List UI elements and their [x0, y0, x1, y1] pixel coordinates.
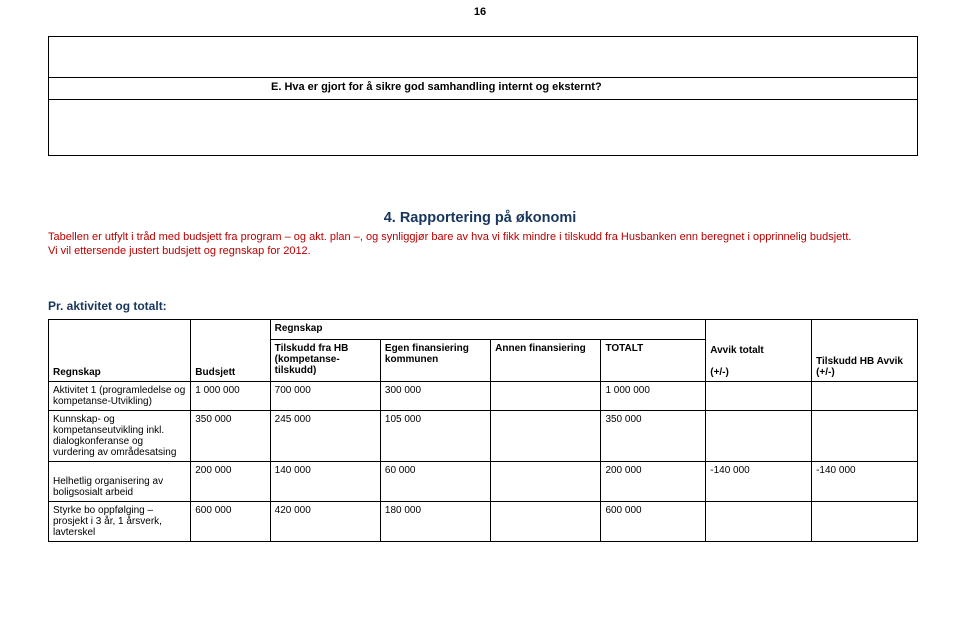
regnskap-table: Regnskap Budsjett Regnskap Avvik totalt … [48, 319, 918, 542]
row-cell [812, 411, 918, 462]
row-cell: 200 000 [601, 462, 706, 502]
col-group-regnskap: Regnskap [270, 320, 706, 340]
question-e-row: E. Hva er gjort for å sikre god samhandl… [48, 78, 918, 100]
row-cell: 700 000 [270, 382, 380, 411]
row-cell [706, 382, 812, 411]
row-label: Helhetlig organisering av boligsosialt a… [49, 462, 191, 502]
row-label: Aktivitet 1 (programledelse og kompetans… [49, 382, 191, 411]
row-cell: 140 000 [270, 462, 380, 502]
col-regnskap-label: Regnskap [49, 320, 191, 382]
regnskap-table-wrap: Regnskap Budsjett Regnskap Avvik totalt … [48, 319, 918, 542]
row-cell: 1 000 000 [191, 382, 270, 411]
row-cell: 60 000 [380, 462, 490, 502]
row-cell: 180 000 [380, 502, 490, 542]
row-cell [491, 462, 601, 502]
row-cell [706, 502, 812, 542]
empty-box-bottom [48, 100, 918, 156]
row-cell: 105 000 [380, 411, 490, 462]
row-cell: -140 000 [706, 462, 812, 502]
page-number: 16 [0, 6, 960, 18]
document-page: 16 E. Hva er gjort for å sikre god samha… [0, 0, 960, 638]
row-cell: 600 000 [601, 502, 706, 542]
col-budsjett: Budsjett [191, 320, 270, 382]
empty-box-top [48, 36, 918, 78]
section-4-intro: Tabellen er utfylt i tråd med budsjett f… [48, 230, 918, 259]
table-row: Styrke bo oppfølging – prosjekt i 3 år, … [49, 502, 918, 542]
row-cell: 420 000 [270, 502, 380, 542]
col-totalt: TOTALT [601, 340, 706, 382]
row-cell [706, 411, 812, 462]
row-cell [812, 382, 918, 411]
col-avvik-totalt: Avvik totalt (+/-) [706, 320, 812, 382]
row-label: Kunnskap- og kompetanseutvikling inkl. d… [49, 411, 191, 462]
table-body: Aktivitet 1 (programledelse og kompetans… [49, 382, 918, 542]
row-cell [491, 502, 601, 542]
row-cell [491, 411, 601, 462]
col-annen: Annen finansiering [491, 340, 601, 382]
question-box-group: E. Hva er gjort for å sikre god samhandl… [48, 36, 918, 156]
row-cell: 200 000 [191, 462, 270, 502]
table-row: Aktivitet 1 (programledelse og kompetans… [49, 382, 918, 411]
col-tilskudd-hb: Tilskudd fra HB (kompetanse-tilskudd) [270, 340, 380, 382]
row-cell: -140 000 [812, 462, 918, 502]
row-cell: 1 000 000 [601, 382, 706, 411]
row-cell: 600 000 [191, 502, 270, 542]
row-cell: 350 000 [601, 411, 706, 462]
col-tilskudd-hb-avvik: Tilskudd HB Avvik (+/-) [812, 320, 918, 382]
table-row: Helhetlig organisering av boligsosialt a… [49, 462, 918, 502]
row-cell [491, 382, 601, 411]
row-cell: 300 000 [380, 382, 490, 411]
row-cell [812, 502, 918, 542]
row-cell: 245 000 [270, 411, 380, 462]
section-4-subheading: Pr. aktivitet og totalt: [48, 299, 167, 313]
table-row: Kunnskap- og kompetanseutvikling inkl. d… [49, 411, 918, 462]
section-4-title: 4. Rapportering på økonomi [48, 210, 912, 226]
row-label: Styrke bo oppfølging – prosjekt i 3 år, … [49, 502, 191, 542]
col-egen: Egen finansiering kommunen [380, 340, 490, 382]
table-header-group-row: Regnskap Budsjett Regnskap Avvik totalt … [49, 320, 918, 340]
row-cell: 350 000 [191, 411, 270, 462]
